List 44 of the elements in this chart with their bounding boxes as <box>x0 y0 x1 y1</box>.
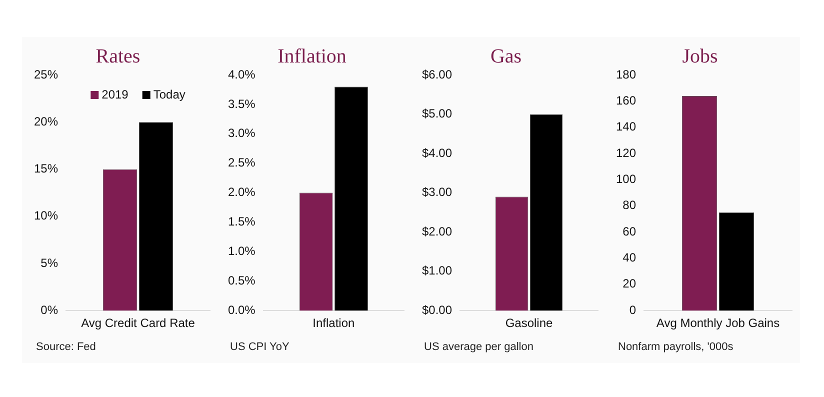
y-tick-label: 180 <box>616 67 636 82</box>
y-tick-label: $5.00 <box>422 106 452 121</box>
y-tick-label: 1.0% <box>228 244 256 258</box>
chart-title: Jobs <box>682 45 718 68</box>
y-tick-label: 15% <box>34 162 58 176</box>
x-tick-label: Avg Monthly Job Gains <box>656 316 780 330</box>
text: US CPI YoY <box>230 341 290 353</box>
legend-label: Today <box>153 87 186 102</box>
y-tick-label: 40 <box>622 250 636 265</box>
y-tick-label: $2.00 <box>422 224 452 238</box>
y-tick-label: $6.00 <box>422 67 452 82</box>
y-tick-label: 2.0% <box>228 185 256 200</box>
y-tick-label: 80 <box>622 198 636 212</box>
y-tick-label: 5% <box>40 256 58 270</box>
y-tick-label: 0.5% <box>228 273 256 288</box>
y-tick-label: $0.00 <box>422 302 452 317</box>
x-tick-label: Avg Credit Card Rate <box>81 316 196 330</box>
y-tick-label: 20% <box>34 114 58 128</box>
y-tick-label: 140 <box>616 120 636 134</box>
x-tick-label: Gasoline <box>505 316 554 330</box>
y-tick-label: 3.0% <box>228 126 256 140</box>
text: US average per gallon <box>424 341 534 353</box>
y-tick-label: 60 <box>622 224 636 238</box>
y-tick-label: 0 <box>629 302 636 317</box>
y-tick-label: $1.00 <box>422 264 452 278</box>
source-note: Source: Fed <box>36 341 96 353</box>
y-tick-label: 4.0% <box>228 67 256 82</box>
text: Nonfarm payrolls, '000s <box>618 341 734 353</box>
y-tick-label: 20 <box>622 276 636 291</box>
y-tick-label: 0% <box>40 302 58 317</box>
y-tick-label: 3.5% <box>228 96 256 111</box>
chart-title: Gas <box>490 45 522 68</box>
y-tick-label: 160 <box>616 93 636 108</box>
y-tick-label: 2.5% <box>228 156 256 170</box>
chart-title: Rates <box>96 45 140 68</box>
y-tick-label: 10% <box>34 208 58 223</box>
y-tick-label: 100 <box>616 172 636 186</box>
y-tick-label: $4.00 <box>422 146 452 160</box>
y-tick-label: 120 <box>616 146 636 160</box>
y-tick-label: 0.0% <box>228 302 256 317</box>
y-tick-label: 25% <box>34 67 58 82</box>
legend-label: 2019 <box>102 87 129 102</box>
y-tick-label: 1.5% <box>228 214 256 229</box>
y-tick-label: $3.00 <box>422 185 452 200</box>
